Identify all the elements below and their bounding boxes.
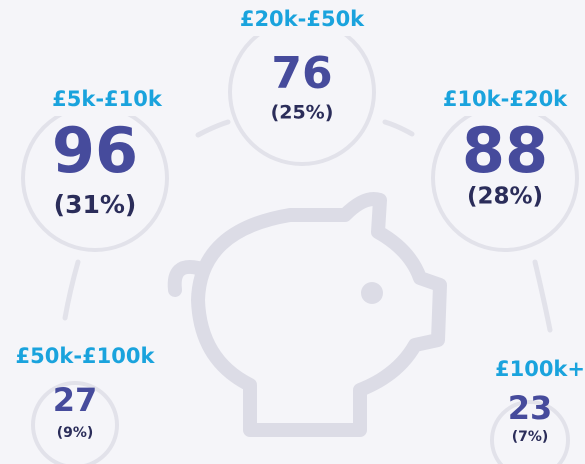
- percent: (25%): [271, 102, 334, 124]
- count: 96: [52, 114, 138, 187]
- range-label: £50k-£100k: [16, 344, 156, 368]
- count: 88: [462, 114, 548, 187]
- label-backdrop: [5, 341, 165, 373]
- range-label: £20k-£50k: [240, 7, 365, 31]
- label-backdrop: [435, 84, 575, 116]
- label-backdrop: [227, 4, 377, 36]
- label-backdrop: [492, 354, 585, 386]
- count: 27: [53, 381, 98, 419]
- ring: [490, 400, 570, 464]
- connectors: [62, 119, 553, 333]
- pig-eye: [361, 282, 383, 304]
- percent: (31%): [54, 190, 137, 219]
- count: 76: [271, 48, 332, 99]
- percent: (28%): [467, 184, 543, 210]
- items: £20k-£50k 76 (25%) £5k-£10k 96 (31%) £10k-£20k…: [5, 4, 585, 464]
- ring: [31, 381, 119, 464]
- percent: (7%): [512, 429, 549, 445]
- count: 23: [508, 389, 553, 427]
- range-label: £5k-£10k: [52, 87, 163, 111]
- range-label: £10k-£20k: [443, 87, 568, 111]
- piggy-bank: [167, 192, 447, 437]
- percent: (9%): [57, 425, 94, 441]
- label-backdrop: [44, 84, 170, 116]
- range-label: £100k+: [495, 357, 585, 381]
